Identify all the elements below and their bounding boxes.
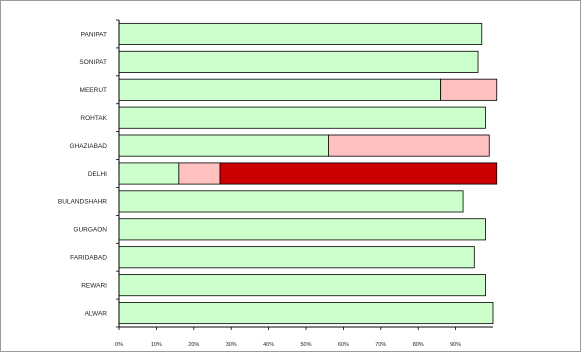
x-tick-label: 80% <box>413 342 424 348</box>
labels-group: PANIPAT SONIPAT MEERUT ROHTAK GHAZIABAD DELHI… <box>58 31 461 348</box>
bar-bulandshahr-segment-1 <box>118 190 464 213</box>
category-label: FARIDABAD <box>70 255 107 262</box>
bar-delhi-segment-1 <box>118 162 180 185</box>
x-tick-label: 70% <box>375 342 386 348</box>
bar-panipat-segment-1 <box>118 22 483 45</box>
category-label: DELHI <box>88 171 107 178</box>
bar-meerut-segment-2 <box>440 78 498 101</box>
bar-delhi-segment-3 <box>219 162 498 185</box>
x-tick-label: 30% <box>226 342 237 348</box>
x-tick-label: 60% <box>338 342 349 348</box>
bar-alwar-segment-1 <box>118 302 494 325</box>
category-label: GURGAON <box>73 227 107 234</box>
x-tick-label: 50% <box>300 342 311 348</box>
category-label: ROHTAK <box>80 115 107 122</box>
axes-group <box>116 19 493 330</box>
bar-ghaziabad-segment-1 <box>118 134 329 157</box>
bar-faridabad-segment-1 <box>118 246 475 269</box>
bar-delhi-segment-2 <box>178 162 221 185</box>
bar-sonipat-segment-1 <box>118 50 479 73</box>
category-label: REWARI <box>81 282 107 289</box>
x-tick-label: 40% <box>263 342 274 348</box>
x-tick-label: 90% <box>450 342 461 348</box>
bars-group <box>118 22 498 325</box>
bar-rohtak-segment-1 <box>118 106 486 129</box>
x-tick-label: 20% <box>188 342 199 348</box>
bar-meerut-segment-1 <box>118 78 442 101</box>
bar-ghaziabad-segment-2 <box>328 134 490 157</box>
x-tick-label: 0% <box>115 342 123 348</box>
category-label: SONIPAT <box>79 59 107 66</box>
category-label: GHAZIABAD <box>69 143 107 150</box>
category-label: ALWAR <box>85 310 108 317</box>
category-label: PANIPAT <box>81 31 107 38</box>
bar-rewari-segment-1 <box>118 274 486 297</box>
category-label: MEERUT <box>80 87 107 94</box>
x-tick-label: 10% <box>151 342 162 348</box>
category-label: BULANDSHAHR <box>58 199 107 206</box>
bar-gurgaon-segment-1 <box>118 218 486 241</box>
